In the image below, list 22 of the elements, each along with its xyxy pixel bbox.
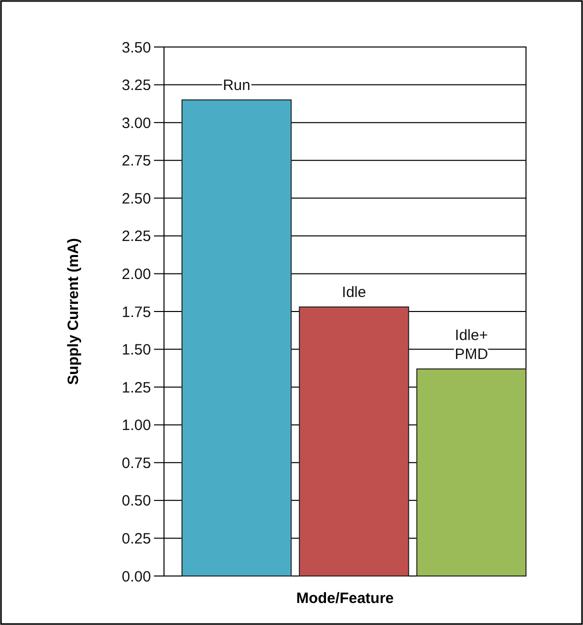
- y-tick-label: 3.25: [122, 77, 151, 94]
- y-tick-label: 2.75: [122, 152, 151, 170]
- y-tick-label: 1.50: [122, 342, 151, 359]
- y-axis-title: Supply Current (mA): [65, 238, 82, 385]
- y-tick-label: 3.00: [122, 114, 151, 132]
- bar: [182, 99, 292, 576]
- y-tick-label: 3.50: [122, 39, 151, 56]
- y-tick-label: 0.75: [122, 454, 151, 472]
- y-tick-label: 1.75: [122, 304, 151, 321]
- y-tick-label: 1.25: [122, 379, 151, 396]
- x-axis-title: Mode/Feature: [296, 590, 394, 607]
- y-tick-label: 2.50: [122, 190, 151, 208]
- y-tick-label: 0.50: [122, 492, 151, 510]
- y-tick-label: 2.00: [122, 266, 151, 283]
- y-tick-label: 1.00: [122, 417, 151, 434]
- y-tick-label: 2.25: [122, 228, 151, 246]
- x-tick-label: Idle: [342, 284, 366, 301]
- x-tick-label: Idle+ PMD: [454, 326, 488, 363]
- y-tick-label: 0.00: [122, 568, 151, 586]
- bar: [416, 368, 526, 576]
- y-tick-label: 0.25: [122, 530, 151, 548]
- bar: [298, 306, 410, 576]
